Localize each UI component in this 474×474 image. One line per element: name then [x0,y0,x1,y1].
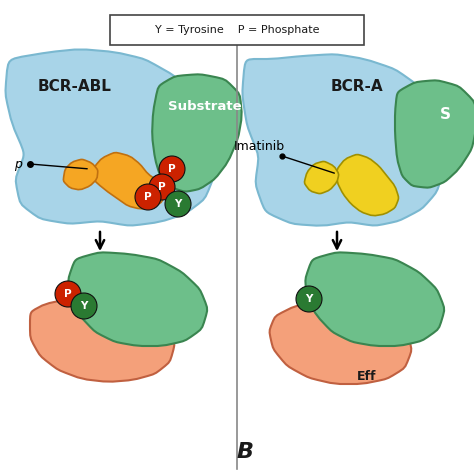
PathPatch shape [152,74,242,191]
Text: S: S [439,107,450,121]
Text: Y: Y [305,294,313,304]
PathPatch shape [395,81,474,188]
PathPatch shape [305,253,444,346]
PathPatch shape [270,301,411,384]
Circle shape [55,281,81,307]
Text: Substrate: Substrate [168,100,242,112]
Text: Y: Y [80,301,88,311]
PathPatch shape [68,253,207,346]
PathPatch shape [243,55,447,226]
Text: B: B [237,442,254,462]
Text: P: P [158,182,166,192]
Text: p: p [14,157,22,171]
Circle shape [149,174,175,200]
PathPatch shape [6,49,218,226]
Text: Imatinib: Imatinib [233,139,284,153]
Circle shape [71,293,97,319]
PathPatch shape [30,300,174,382]
Circle shape [159,156,185,182]
Text: Y = Tyrosine    P = Phosphate: Y = Tyrosine P = Phosphate [155,25,319,35]
Text: BCR-A: BCR-A [331,79,383,93]
PathPatch shape [337,155,399,216]
Circle shape [135,184,161,210]
Text: Eff: Eff [357,370,377,383]
PathPatch shape [304,162,338,193]
PathPatch shape [91,153,164,209]
FancyBboxPatch shape [110,15,364,45]
Text: P: P [144,192,152,202]
Circle shape [165,191,191,217]
Text: P: P [168,164,176,174]
Circle shape [296,286,322,312]
Text: Y: Y [174,199,182,209]
Text: BCR-ABL: BCR-ABL [38,79,112,93]
PathPatch shape [64,159,98,190]
Text: P: P [64,289,72,299]
